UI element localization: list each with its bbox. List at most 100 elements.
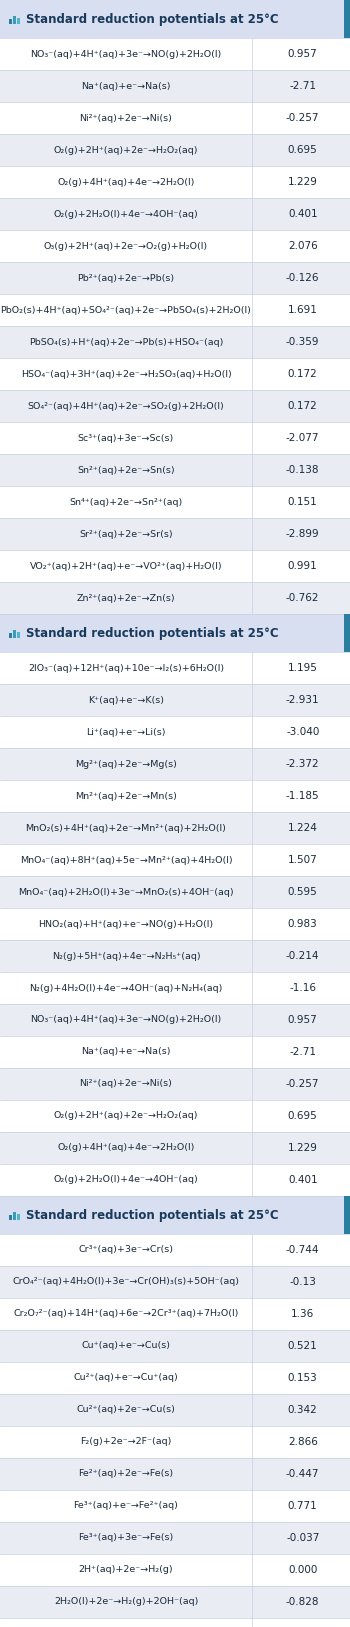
Bar: [0, 1100, 350, 1132]
Text: 2.076: 2.076: [288, 241, 318, 251]
Text: 1.229: 1.229: [288, 177, 318, 187]
Text: PbSO₄(s)+H⁺(aq)+2e⁻→Pb(s)+HSO₄⁻(aq): PbSO₄(s)+H⁺(aq)+2e⁻→Pb(s)+HSO₄⁻(aq): [29, 337, 223, 347]
Text: -0.037: -0.037: [286, 1533, 320, 1542]
Bar: [0, 517, 350, 550]
Text: -0.126: -0.126: [286, 273, 320, 283]
Text: Cr³⁺(aq)+3e⁻→Cr(s): Cr³⁺(aq)+3e⁻→Cr(s): [78, 1246, 174, 1254]
Bar: [0, 1490, 350, 1521]
Text: -2.71: -2.71: [289, 1048, 316, 1058]
Bar: [0, 1425, 350, 1458]
Text: 0.521: 0.521: [288, 1341, 318, 1350]
Text: -2.71: -2.71: [289, 81, 316, 91]
Text: 0.151: 0.151: [288, 496, 318, 508]
Bar: [0, 1329, 350, 1362]
Text: 1.507: 1.507: [288, 856, 318, 866]
Text: Li⁺(aq)+e⁻→Li(s): Li⁺(aq)+e⁻→Li(s): [86, 727, 166, 737]
Text: 0.983: 0.983: [288, 919, 318, 929]
Text: 0.957: 0.957: [288, 49, 318, 59]
Bar: [0, 1196, 350, 1233]
Text: 2H₂O(l)+2e⁻→H₂(g)+2OH⁻(aq): 2H₂O(l)+2e⁻→H₂(g)+2OH⁻(aq): [54, 1598, 198, 1606]
Text: Sn⁴⁺(aq)+2e⁻→Sn²⁺(aq): Sn⁴⁺(aq)+2e⁻→Sn²⁺(aq): [69, 498, 183, 506]
Bar: [0, 1163, 350, 1196]
Text: 1.195: 1.195: [288, 662, 318, 674]
Text: NO₃⁻(aq)+4H⁺(aq)+3e⁻→NO(g)+2H₂O(l): NO₃⁻(aq)+4H⁺(aq)+3e⁻→NO(g)+2H₂O(l): [30, 1015, 222, 1025]
Bar: [9, 20, 12, 24]
Text: -3.040: -3.040: [286, 727, 320, 737]
Text: Cu²⁺(aq)+e⁻→Cu⁺(aq): Cu²⁺(aq)+e⁻→Cu⁺(aq): [74, 1373, 178, 1383]
Text: N₂(g)+5H⁺(aq)+4e⁻→N₂H₅⁺(aq): N₂(g)+5H⁺(aq)+4e⁻→N₂H₅⁺(aq): [52, 952, 200, 960]
Text: -0.359: -0.359: [286, 337, 320, 347]
Text: 0.172: 0.172: [288, 369, 318, 379]
Bar: [13, 16, 16, 24]
Bar: [17, 18, 20, 24]
Text: 1.229: 1.229: [288, 1144, 318, 1154]
Text: Standard reduction potentials at 25°C: Standard reduction potentials at 25°C: [26, 13, 279, 26]
Text: 1.36: 1.36: [291, 1310, 314, 1319]
Bar: [0, 294, 350, 325]
Bar: [0, 390, 350, 421]
Bar: [0, 358, 350, 390]
Text: -0.828: -0.828: [286, 1598, 320, 1607]
Text: Sn²⁺(aq)+2e⁻→Sn(s): Sn²⁺(aq)+2e⁻→Sn(s): [77, 465, 175, 475]
Bar: [0, 1394, 350, 1425]
Text: Fe³⁺(aq)+3e⁻→Fe(s): Fe³⁺(aq)+3e⁻→Fe(s): [78, 1534, 174, 1542]
Text: -1.185: -1.185: [286, 791, 320, 800]
Text: 1.224: 1.224: [288, 823, 318, 833]
Bar: [0, 940, 350, 971]
Bar: [13, 630, 16, 638]
Text: -0.257: -0.257: [286, 1079, 320, 1088]
Bar: [0, 103, 350, 133]
Text: Sr²⁺(aq)+2e⁻→Sr(s): Sr²⁺(aq)+2e⁻→Sr(s): [79, 529, 173, 539]
Text: 0.172: 0.172: [288, 400, 318, 412]
Text: O₂(g)+4H⁺(aq)+4e⁻→2H₂O(l): O₂(g)+4H⁺(aq)+4e⁻→2H₂O(l): [57, 1144, 195, 1152]
Text: MnO₄⁻(aq)+2H₂O(l)+3e⁻→MnO₂(s)+4OH⁻(aq): MnO₄⁻(aq)+2H₂O(l)+3e⁻→MnO₂(s)+4OH⁻(aq): [18, 887, 234, 896]
Text: Cu⁺(aq)+e⁻→Cu(s): Cu⁺(aq)+e⁻→Cu(s): [82, 1342, 170, 1350]
Text: 0.342: 0.342: [288, 1406, 318, 1415]
Text: MnO₂(s)+4H⁺(aq)+2e⁻→Mn²⁺(aq)+2H₂O(l): MnO₂(s)+4H⁺(aq)+2e⁻→Mn²⁺(aq)+2H₂O(l): [26, 823, 226, 833]
Text: -0.257: -0.257: [286, 112, 320, 124]
Text: Cr₂O₇²⁻(aq)+14H⁺(aq)+6e⁻→2Cr³⁺(aq)+7H₂O(l): Cr₂O₇²⁻(aq)+14H⁺(aq)+6e⁻→2Cr³⁺(aq)+7H₂O(…: [13, 1310, 239, 1318]
Text: O₂(g)+2H⁺(aq)+2e⁻→H₂O₂(aq): O₂(g)+2H⁺(aq)+2e⁻→H₂O₂(aq): [54, 1111, 198, 1121]
Bar: [0, 1554, 350, 1586]
Bar: [0, 1617, 350, 1627]
Text: HNO₂(aq)+H⁺(aq)+e⁻→NO(g)+H₂O(l): HNO₂(aq)+H⁺(aq)+e⁻→NO(g)+H₂O(l): [38, 919, 214, 929]
Bar: [0, 652, 350, 683]
Text: NO₃⁻(aq)+4H⁺(aq)+3e⁻→NO(g)+2H₂O(l): NO₃⁻(aq)+4H⁺(aq)+3e⁻→NO(g)+2H₂O(l): [30, 49, 222, 59]
Text: -0.138: -0.138: [286, 465, 320, 475]
Text: 0.153: 0.153: [288, 1373, 318, 1383]
Text: 0.000: 0.000: [288, 1565, 317, 1575]
Text: -0.762: -0.762: [286, 592, 320, 604]
Bar: [0, 550, 350, 582]
Bar: [0, 1233, 350, 1266]
Bar: [0, 1298, 350, 1329]
Bar: [9, 633, 12, 638]
Text: HSO₄⁻(aq)+3H⁺(aq)+2e⁻→H₂SO₃(aq)+H₂O(l): HSO₄⁻(aq)+3H⁺(aq)+2e⁻→H₂SO₃(aq)+H₂O(l): [21, 369, 231, 379]
Text: PbO₂(s)+4H⁺(aq)+SO₄²⁻(aq)+2e⁻→PbSO₄(s)+2H₂O(l): PbO₂(s)+4H⁺(aq)+SO₄²⁻(aq)+2e⁻→PbSO₄(s)+2…: [1, 306, 251, 314]
Text: 0.401: 0.401: [288, 1175, 317, 1184]
Text: Fe²⁺(aq)+2e⁻→Fe(s): Fe²⁺(aq)+2e⁻→Fe(s): [78, 1469, 174, 1479]
Bar: [0, 1004, 350, 1036]
Text: Ni²⁺(aq)+2e⁻→Ni(s): Ni²⁺(aq)+2e⁻→Ni(s): [79, 1079, 173, 1088]
Text: Standard reduction potentials at 25°C: Standard reduction potentials at 25°C: [26, 626, 279, 639]
Bar: [0, 844, 350, 875]
Text: F₂(g)+2e⁻→2F⁻(aq): F₂(g)+2e⁻→2F⁻(aq): [80, 1438, 172, 1446]
Bar: [0, 1266, 350, 1298]
Text: CrO₄²⁻(aq)+4H₂O(l)+3e⁻→Cr(OH)₃(s)+5OH⁻(aq): CrO₄²⁻(aq)+4H₂O(l)+3e⁻→Cr(OH)₃(s)+5OH⁻(a…: [13, 1277, 239, 1287]
Bar: [0, 70, 350, 103]
Text: K⁺(aq)+e⁻→K(s): K⁺(aq)+e⁻→K(s): [88, 695, 164, 704]
Text: Mg²⁺(aq)+2e⁻→Mg(s): Mg²⁺(aq)+2e⁻→Mg(s): [75, 760, 177, 768]
Bar: [0, 1067, 350, 1100]
Bar: [0, 1362, 350, 1394]
Text: 0.771: 0.771: [288, 1502, 318, 1511]
Text: 0.695: 0.695: [288, 1111, 318, 1121]
Bar: [13, 1212, 16, 1220]
Bar: [0, 1036, 350, 1067]
Text: -2.077: -2.077: [286, 433, 320, 443]
Bar: [0, 486, 350, 517]
Text: 0.401: 0.401: [288, 208, 317, 220]
Bar: [0, 1132, 350, 1163]
Bar: [0, 37, 350, 70]
Text: -1.16: -1.16: [289, 983, 316, 992]
Text: Pb²⁺(aq)+2e⁻→Pb(s): Pb²⁺(aq)+2e⁻→Pb(s): [77, 273, 175, 283]
Bar: [0, 0, 350, 37]
